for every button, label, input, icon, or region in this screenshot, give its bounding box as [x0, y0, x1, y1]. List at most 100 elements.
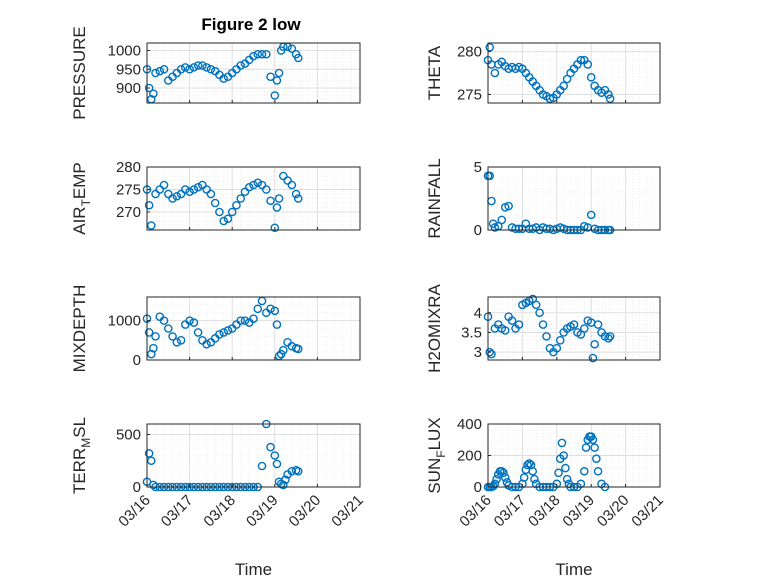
axes-box: [146, 42, 361, 104]
data-point: [206, 64, 216, 74]
data-point: [272, 320, 282, 329]
data-point: [159, 64, 169, 74]
x-tick-label: 03/17: [158, 492, 197, 531]
data-point: [507, 316, 517, 325]
data-point: [559, 81, 568, 91]
data-point: [499, 468, 508, 478]
x-tick-label: 03/18: [200, 492, 239, 531]
data-point: [189, 185, 199, 194]
y-axis-label-part: AIR: [70, 206, 89, 234]
data-point: [144, 200, 154, 210]
figure-title: Figure 2 low: [201, 15, 301, 34]
data-point: [500, 326, 510, 335]
x-tick-label: 03/16: [115, 492, 154, 531]
data-point: [176, 64, 186, 74]
y-axis-label-part: TERR: [70, 448, 89, 494]
subplot-6: 3 3.5 4 H2OMIXRA: [425, 283, 661, 373]
x-tick-label: 03/21: [628, 492, 667, 531]
data-point: [580, 466, 589, 476]
data-point: [266, 196, 275, 206]
data-point: [580, 324, 589, 333]
data-point: [500, 473, 510, 482]
data-point: [219, 328, 228, 337]
x-tick-label: 03/21: [328, 492, 367, 531]
y-tick-label: 1000: [108, 313, 141, 330]
data-point: [163, 324, 173, 333]
data-point: [604, 334, 613, 343]
y-tick-label: 280: [116, 159, 141, 176]
data-point: [293, 53, 303, 63]
data-point: [557, 438, 567, 448]
data-point: [155, 185, 165, 194]
plot-area: [147, 297, 360, 360]
subplot-5: 0 1000 MIXDEPTH: [70, 285, 361, 372]
y-tick-label: 275: [457, 86, 482, 103]
data-point: [590, 443, 599, 452]
data-point: [504, 201, 513, 211]
data-point: [146, 221, 156, 230]
data-point: [287, 180, 297, 190]
data-point: [155, 66, 165, 76]
y-axis-label-subscript: M: [79, 438, 93, 448]
data-point: [279, 171, 288, 181]
data-point: [253, 49, 263, 59]
x-tick-label: 03/18: [525, 492, 564, 531]
data-point: [223, 214, 233, 224]
data-point: [605, 332, 615, 341]
data-point: [592, 454, 601, 463]
y-tick-label: 0: [133, 479, 141, 496]
data-point: [257, 461, 267, 471]
data-point: [202, 185, 211, 194]
data-point: [270, 451, 280, 460]
data-point: [293, 466, 303, 476]
data-point: [590, 339, 599, 349]
data-point: [588, 435, 598, 445]
axes-box: [146, 166, 361, 231]
data-point: [240, 316, 250, 325]
data-point: [488, 481, 498, 491]
data-point: [604, 90, 613, 99]
plot-area: [147, 424, 360, 487]
data-point: [168, 194, 177, 203]
data-point: [189, 63, 199, 72]
data-point: [497, 215, 507, 225]
data-point: [149, 343, 158, 353]
data-point: [281, 475, 290, 484]
data-point: [202, 339, 211, 349]
data-point: [519, 473, 529, 482]
y-axis-label: H2OMIXRA: [425, 283, 444, 372]
y-axis-label: TERRMSL: [70, 417, 93, 494]
data-point: [581, 443, 591, 452]
data-point: [561, 463, 570, 473]
y-axis-label-part: EMP: [70, 162, 89, 199]
y-axis-label: RAINFALL: [425, 158, 444, 238]
data-point: [202, 63, 211, 72]
data-point: [490, 68, 500, 78]
data-point: [144, 328, 154, 337]
data-point: [279, 345, 288, 355]
y-axis-label-part: SL: [70, 417, 89, 438]
data-point: [279, 480, 288, 490]
data-point: [198, 61, 207, 70]
data-point: [249, 314, 258, 323]
data-point: [554, 468, 563, 478]
data-point: [185, 187, 194, 197]
data-point: [272, 76, 282, 85]
y-tick-label: 5: [474, 159, 482, 176]
y-axis-label-subscript: T: [79, 198, 93, 206]
y-axis-label: PRESSURE: [70, 26, 89, 120]
x-axis-label: Time: [555, 560, 592, 579]
x-axis-label: Time: [235, 560, 272, 579]
y-tick-label: 275: [116, 182, 141, 199]
data-point: [244, 182, 254, 192]
y-tick-label: 1000: [108, 43, 141, 60]
y-tick-label: 200: [457, 448, 482, 465]
data-point: [236, 61, 246, 70]
data-point: [253, 178, 263, 188]
data-point: [530, 474, 539, 484]
data-point: [586, 72, 596, 82]
data-point: [168, 332, 177, 341]
y-tick-label: 950: [116, 61, 141, 78]
data-point: [215, 207, 224, 217]
